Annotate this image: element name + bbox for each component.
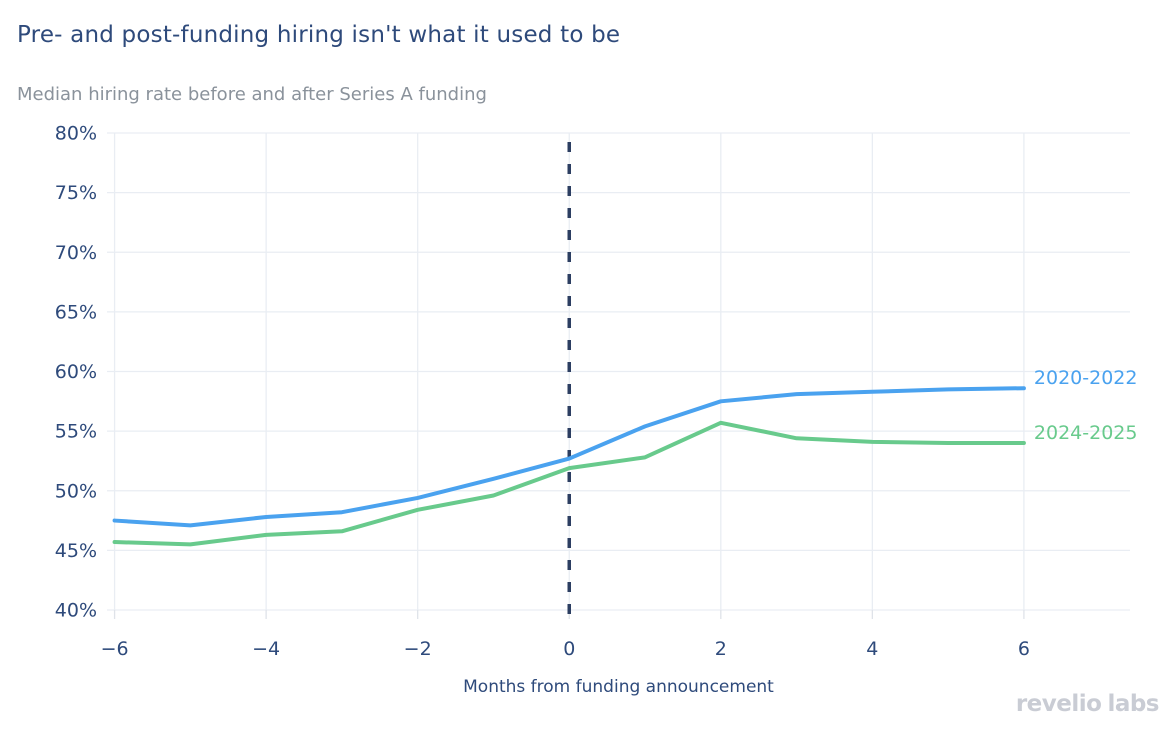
x-tick-label: 0 — [563, 638, 575, 660]
x-tick-label: −6 — [101, 638, 129, 660]
revelio-labs-logo: revelio labs — [1015, 691, 1160, 717]
y-tick-label: 50% — [55, 480, 97, 502]
x-axis-title: Months from funding announcement — [463, 677, 774, 697]
x-tick-label: 4 — [866, 638, 878, 660]
logo-word-labs: labs — [1107, 691, 1159, 717]
series-line-2020-2022 — [112, 386, 1026, 528]
series-line-2024-2025 — [112, 420, 1026, 547]
y-tick-label: 75% — [55, 182, 97, 204]
x-tick-label: −2 — [404, 638, 432, 660]
y-tick-label: 40% — [55, 600, 97, 622]
x-tick-label: 2 — [715, 638, 727, 660]
y-tick-label: 65% — [55, 301, 97, 323]
y-tick-label: 55% — [55, 421, 97, 443]
y-tick-label: 80% — [55, 123, 97, 145]
chart-subtitle: Median hiring rate before and after Seri… — [17, 84, 487, 105]
series-label-2024-2025: 2024-2025 — [1034, 422, 1138, 444]
y-tick-label: 60% — [55, 361, 97, 383]
logo-word-revelio: revelio — [1015, 691, 1102, 717]
chart-title: Pre- and post-funding hiring isn't what … — [17, 22, 621, 48]
y-tick-label: 45% — [55, 540, 97, 562]
y-tick-label: 70% — [55, 242, 97, 264]
x-tick-label: 6 — [1018, 638, 1030, 660]
series-label-2020-2022: 2020-2022 — [1034, 367, 1138, 389]
x-tick-label: −4 — [252, 638, 280, 660]
